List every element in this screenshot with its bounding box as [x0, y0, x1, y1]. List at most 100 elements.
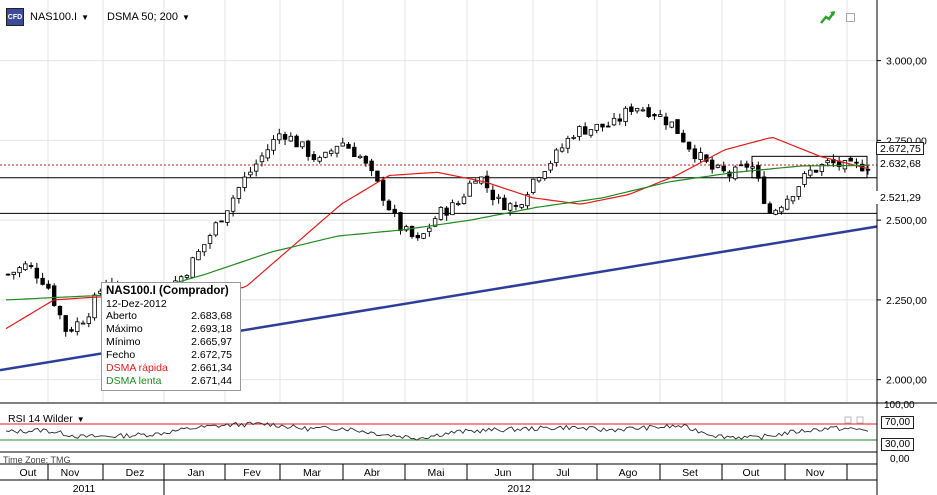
candle-body [865, 168, 871, 171]
close-icon[interactable] [846, 12, 855, 22]
candle-body [461, 196, 467, 204]
candle-body [611, 117, 617, 126]
candle-body [582, 126, 588, 135]
candle-body [473, 180, 478, 184]
rsi-collapse-icon [844, 416, 852, 424]
candle-body [531, 178, 536, 193]
candle-body [634, 108, 640, 112]
level-label: 2.521,29 [876, 191, 924, 204]
tooltip-row: Máximo 2.693,18 [106, 323, 236, 336]
tooltip-row-slow-ma: DSMA lenta 2.671,44 [106, 375, 236, 388]
month-label: Mar [303, 467, 322, 479]
candle-body [392, 208, 397, 214]
candle-body [288, 135, 294, 142]
candle-body [346, 143, 351, 149]
candle-body [750, 166, 755, 169]
candle-body [202, 244, 207, 253]
candle-body [819, 164, 825, 172]
tooltip-title: NAS100.I (Comprador) [106, 285, 229, 297]
candle-body [721, 165, 726, 172]
rsi-panel [0, 412, 877, 452]
cfd-icon: CFD [6, 8, 24, 26]
rsi-axis-label: 70,00 [881, 416, 915, 429]
candle-body [658, 114, 663, 117]
candle-body [282, 134, 288, 140]
candle-body [265, 149, 270, 159]
candle-body [617, 118, 623, 122]
candle-body [28, 265, 34, 267]
candle-body [242, 176, 247, 188]
candle-body [646, 107, 651, 117]
candle-body [692, 148, 698, 160]
candle-body [709, 159, 715, 170]
candle-body [5, 273, 11, 276]
candle-body [559, 147, 565, 152]
candle-body [300, 141, 305, 148]
trend-up-icon[interactable] [820, 10, 836, 24]
candle-body [502, 197, 507, 211]
candle-body [571, 136, 576, 139]
candle-body [409, 225, 415, 237]
candle-body [277, 133, 282, 141]
rsi-dropdown[interactable]: RSI 14 Wilder ▼ [8, 413, 85, 425]
candle-body [375, 170, 380, 182]
indicator-label: DSMA 50; 200 [107, 11, 178, 23]
candle-body [727, 171, 732, 177]
candle-body [63, 315, 68, 332]
candle-body [686, 141, 692, 150]
candle-body [415, 234, 420, 239]
month-label: Mai [428, 467, 445, 479]
candle-body [790, 196, 796, 202]
candle-body [329, 150, 334, 154]
chevron-down-icon: ▼ [181, 13, 190, 22]
candle-body [744, 163, 749, 168]
tooltip-value: 2.671,44 [191, 375, 232, 387]
candle-body [479, 176, 484, 184]
rsi-label: RSI 14 Wilder [8, 413, 73, 425]
indicator-dropdown[interactable]: DSMA 50; 200 ▼ [107, 11, 190, 23]
candle-body [11, 271, 16, 275]
chart-header: CFD NAS100.I ▼ DSMA 50; 200 ▼ [6, 8, 190, 26]
candle-body [398, 212, 403, 232]
month-label: Jan [188, 467, 205, 479]
candle-body [380, 179, 386, 201]
candle-body [756, 165, 761, 179]
tooltip-row: Mínimo 2.665,97 [106, 336, 236, 349]
candle-body [525, 194, 530, 207]
candle-body [271, 139, 276, 151]
candle-body [438, 206, 444, 220]
tooltip-value: 2.661,34 [191, 362, 232, 374]
month-label: Nov [61, 467, 80, 479]
candle-body [796, 186, 801, 197]
candle-body [594, 123, 599, 131]
tooltip-row-fast-ma: DSMA rápida 2.661,34 [106, 362, 236, 375]
year-label: 2012 [507, 483, 531, 495]
candle-body [629, 106, 634, 112]
candle-body [825, 160, 830, 164]
month-label: Out [20, 467, 37, 479]
candle-body [773, 209, 778, 215]
chevron-down-icon: ▼ [76, 415, 85, 424]
rsi-plot-area [0, 412, 877, 452]
candle-body [802, 173, 807, 185]
time-axis: Out Nov Dez Jan Fev Mar Abr Mai Jun Jul Ago Set Out N… [0, 463, 877, 495]
candle-body [808, 169, 813, 176]
candle-body [848, 157, 853, 162]
rsi-axis-label: 30,00 [881, 438, 915, 451]
candle-body [404, 226, 409, 231]
symbol-dropdown[interactable]: NAS100.I ▼ [30, 11, 89, 23]
candle-body [467, 182, 472, 197]
candle-body [57, 305, 63, 316]
candle-body [363, 155, 369, 164]
month-label: Fev [243, 467, 261, 479]
candle-body [253, 163, 259, 172]
candle-body [784, 198, 790, 210]
candle-body [305, 140, 311, 157]
candle-body [207, 235, 213, 244]
candle-body [311, 154, 317, 161]
candle-body [46, 283, 51, 289]
candle-body [230, 197, 236, 212]
rsi-close-icon [856, 416, 864, 424]
